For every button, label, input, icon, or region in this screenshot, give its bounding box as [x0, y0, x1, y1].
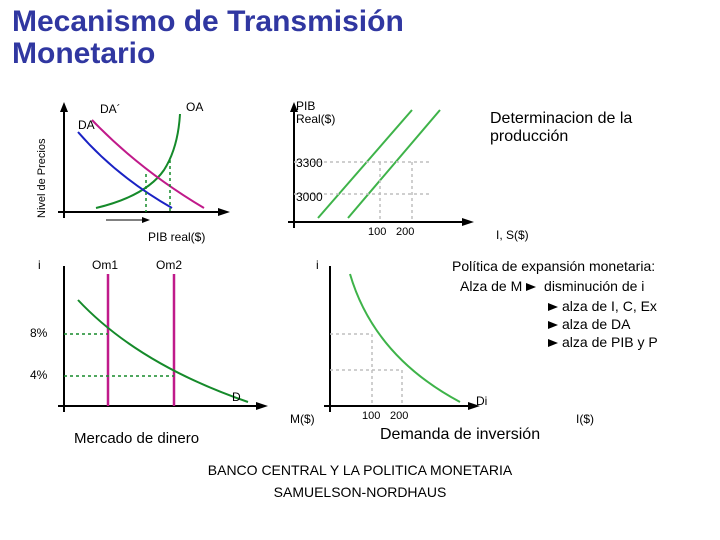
title-line-1: Mecanismo de Transmisión: [12, 6, 404, 38]
arrow-icon: [548, 339, 558, 347]
side-line-4: alza de PIB y P: [548, 334, 658, 350]
side-line-2: alza de I, C, Ex: [548, 298, 657, 314]
chart4-di: Di: [476, 394, 487, 408]
chart3-om1: Om1: [92, 258, 118, 272]
side-line-3: alza de DA: [548, 316, 630, 332]
chart2-ylabel: PIB Real($): [296, 100, 335, 125]
chart4-i: i: [316, 258, 319, 272]
chart2-xt2: 200: [396, 226, 414, 238]
chart3-8pct: 8%: [30, 326, 47, 340]
chart2-tick3000: 3000: [296, 190, 323, 204]
chart2-ylabel-2: Real($): [296, 112, 335, 126]
chart1-ylabel: Nivel de Precios: [36, 139, 48, 218]
chart3-caption: Mercado de dinero: [74, 430, 199, 447]
side-l1a: Alza de M: [460, 278, 522, 294]
chart1-svg: [46, 100, 236, 230]
chart3-i: i: [38, 258, 41, 272]
chart4-caption: Demanda de inversión: [380, 426, 540, 444]
footer-2: SAMUELSON-NORDHAUS: [0, 484, 720, 500]
side-heading: Política de expansión monetaria:: [452, 258, 655, 274]
side-line-1: Alza de M disminución de i: [460, 278, 644, 294]
chart3-4pct: 4%: [30, 368, 47, 382]
chart4-xlabel: I($): [576, 412, 594, 426]
chart1-oa: OA: [186, 100, 203, 114]
chart1-da-prime: DA´: [100, 102, 121, 116]
chart1-xlabel: PIB real($): [148, 230, 205, 244]
chart3-d: D: [232, 390, 241, 404]
chart2-xt1: 100: [368, 226, 386, 238]
chart2-xlabel: I, S($): [496, 228, 529, 242]
chart3-om2: Om2: [156, 258, 182, 272]
arrow-icon: [526, 283, 536, 291]
chart1-da: DA: [78, 118, 95, 132]
chart2-heading: Determinacion de la producción: [490, 110, 670, 146]
chart3-svg: [38, 260, 278, 430]
chart4-xt2: 200: [390, 410, 408, 422]
arrow-icon: [548, 303, 558, 311]
title-line-2: Monetario: [12, 38, 404, 70]
side-l2: alza de I, C, Ex: [562, 298, 657, 314]
footer-1: BANCO CENTRAL Y LA POLITICA MONETARIA: [0, 462, 720, 478]
side-l4: alza de PIB y P: [562, 334, 658, 350]
side-l3: alza de DA: [562, 316, 630, 332]
side-l1b: disminución de i: [544, 278, 644, 294]
slide-title: Mecanismo de Transmisión Monetario: [12, 6, 404, 69]
arrow-icon: [548, 321, 558, 329]
chart2-tick3300: 3300: [296, 156, 323, 170]
chart4-xt1: 100: [362, 410, 380, 422]
